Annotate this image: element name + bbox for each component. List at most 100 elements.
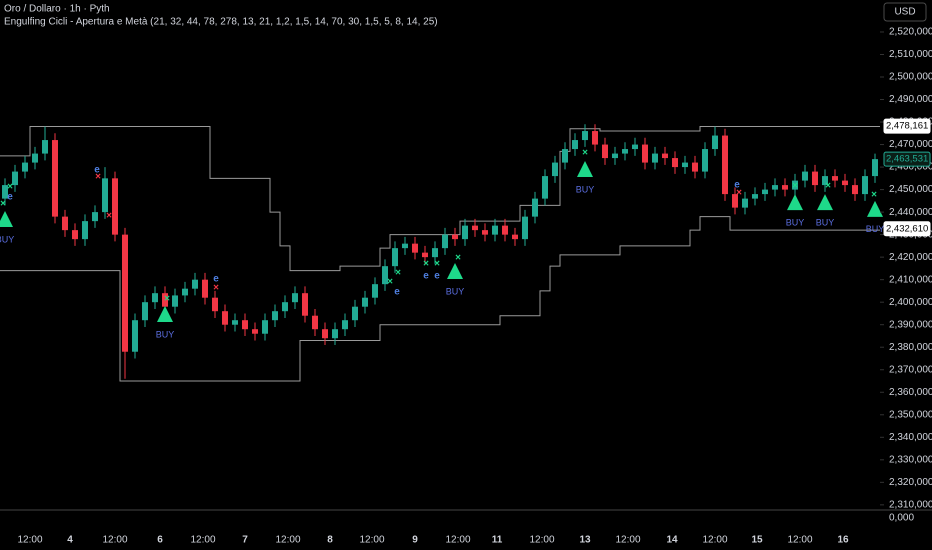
x-tick-label: 9 [412, 535, 418, 546]
signal-marker: e [213, 274, 219, 285]
x-tick-label: 12:00 [17, 535, 42, 546]
candle-body [212, 297, 218, 312]
indicator-label: Engulfing Cicli - Apertura e Metà (21, 3… [4, 17, 438, 28]
x-tick-label: 11 [492, 535, 503, 546]
candle-body [282, 302, 288, 312]
candle-body [612, 153, 618, 159]
candle-body [702, 149, 708, 172]
buy-label: BUY [866, 224, 885, 234]
candle-body [542, 176, 548, 199]
signal-marker: e [394, 287, 400, 298]
signal-marker: e [434, 270, 440, 281]
x-tick-label: 12:00 [787, 535, 812, 546]
x-tick-label: 4 [67, 535, 73, 546]
candle-body [402, 243, 408, 249]
candle-body [732, 194, 738, 208]
price-label-box [883, 151, 931, 167]
candle-body [842, 180, 848, 186]
candle-body [592, 131, 598, 145]
y-tick-label: 2,400,000 [889, 297, 932, 308]
x-tick-label: 8 [327, 535, 333, 546]
price-label-box [883, 118, 931, 134]
candle-body [562, 149, 568, 163]
candle-body [392, 248, 398, 267]
y-tick-label: 2,370,000 [889, 364, 932, 375]
chart-title: Oro / Dollaro · 1h · Pyth [4, 4, 110, 15]
candle-body [682, 162, 688, 168]
candle-body [72, 230, 78, 240]
candle-body [82, 221, 88, 240]
candle-body [872, 159, 878, 177]
candle-body [792, 180, 798, 190]
candle-body [12, 171, 18, 186]
x-tick-label: 12:00 [529, 535, 554, 546]
buy-triangle [577, 161, 593, 178]
candle-body [332, 329, 338, 339]
candle-body [112, 178, 118, 235]
signal-marker: e [423, 270, 429, 281]
y-tick-label: 2,380,000 [889, 342, 932, 353]
price-label-box [883, 221, 931, 237]
candle-body [752, 194, 758, 199]
candle-body [102, 178, 108, 213]
candle-body [492, 225, 498, 235]
upper-channel [0, 126, 880, 272]
signal-marker: × [582, 148, 588, 159]
y-tick-label: 2,520,000 [889, 27, 932, 38]
candle-body [32, 153, 38, 163]
candle-body [312, 315, 318, 330]
candle-body [602, 144, 608, 159]
signal-marker: × [825, 181, 831, 192]
candle-body [352, 306, 358, 321]
x-tick-label: 12:00 [102, 535, 127, 546]
candle-body [722, 135, 728, 195]
candle-body [232, 320, 238, 325]
y-tick-label: 2,390,000 [889, 319, 932, 330]
candle-body [532, 198, 538, 217]
signal-marker: × [871, 190, 877, 201]
candle-body [462, 225, 468, 240]
candle-body [472, 225, 478, 231]
buy-label: BUY [446, 286, 465, 296]
candle-body [512, 234, 518, 240]
candle-body [242, 320, 248, 330]
signal-marker: × [395, 268, 401, 279]
candle-body [272, 311, 278, 321]
x-tick-label: 6 [157, 535, 163, 546]
candle-body [642, 144, 648, 163]
buy-label: BUY [576, 184, 595, 194]
candle-body [192, 279, 198, 289]
candle-body [662, 153, 668, 159]
candle-body [202, 279, 208, 298]
currency-button[interactable] [883, 2, 927, 22]
candle-body [432, 248, 438, 258]
y-tick-label: 2,350,000 [889, 409, 932, 420]
candle-body [142, 302, 148, 321]
lower-pane-label: 0,000 [889, 513, 914, 524]
buy-triangle [0, 210, 13, 227]
y-tick-label: 2,340,000 [889, 432, 932, 443]
candle-body [622, 149, 628, 154]
candle-body [122, 234, 128, 352]
currency-label[interactable]: USD [894, 7, 915, 18]
signal-marker: × [423, 259, 429, 270]
signal-marker: e [7, 192, 13, 203]
candle-body [672, 158, 678, 168]
buy-triangle [157, 306, 173, 323]
candle-body [262, 320, 268, 334]
candle-body [502, 225, 508, 235]
candle-body [652, 153, 658, 163]
x-tick-label: 12:00 [615, 535, 640, 546]
y-tick-label: 2,360,000 [889, 387, 932, 398]
y-tick-label: 2,310,000 [889, 499, 932, 510]
candle-body [302, 293, 308, 316]
candle-body [742, 198, 748, 208]
candle-body [382, 266, 388, 285]
y-tick-label: 2,460,000 [889, 162, 932, 173]
candle-body [132, 320, 138, 352]
candle-body [632, 144, 638, 150]
candle-body [692, 162, 698, 172]
buy-triangle [447, 263, 463, 280]
candle-body [62, 216, 68, 231]
